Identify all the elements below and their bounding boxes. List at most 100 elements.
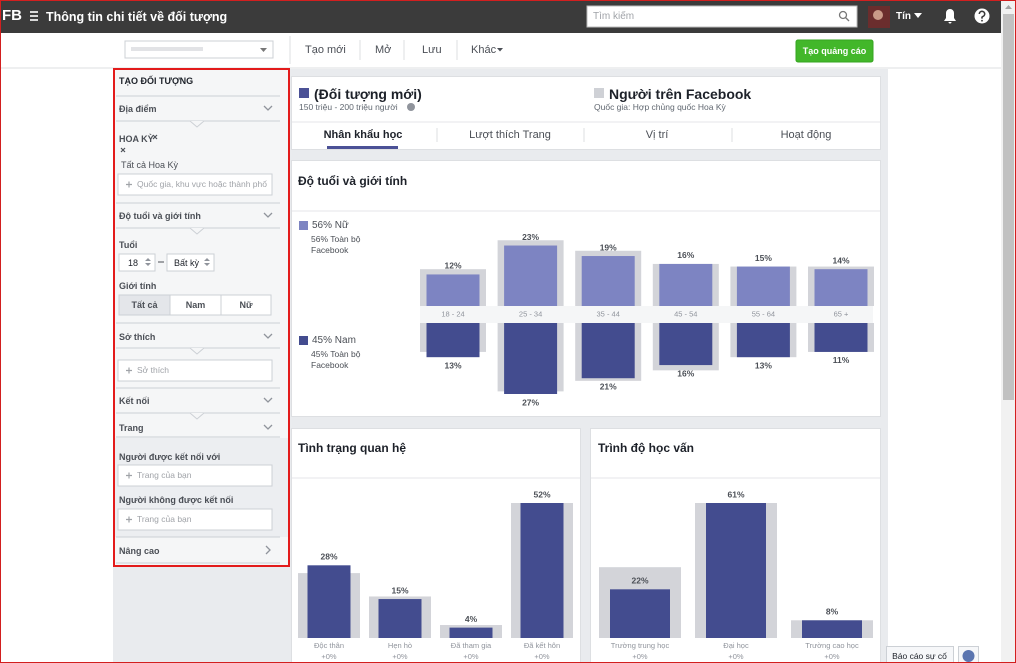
section-notches	[189, 120, 205, 420]
tab[interactable]: Nhân khẩu học	[323, 129, 403, 141]
gender-option[interactable]: Nữ	[239, 300, 253, 310]
connected-input[interactable]: Trang của bạn	[137, 471, 192, 480]
notification-icon[interactable]	[944, 9, 956, 24]
scroll-up[interactable]	[1005, 5, 1012, 9]
change-label: +0%	[534, 652, 550, 661]
help-icon[interactable]	[974, 8, 990, 24]
location-input[interactable]: Quốc gia, khu vực hoặc thành phố	[137, 180, 267, 189]
menu-item[interactable]: Khác	[471, 44, 497, 56]
x-tick-label: Hẹn hò	[388, 641, 412, 650]
value-label: 61%	[727, 489, 744, 499]
add-icons	[126, 181, 132, 523]
dropdown-caret	[260, 48, 267, 52]
bar	[610, 589, 670, 638]
compare-name: Người trên Facebook	[609, 86, 752, 102]
country: HOA KỲ	[119, 134, 154, 144]
bar	[581, 323, 635, 379]
not-connected-input[interactable]: Trang của bạn	[137, 515, 192, 524]
section-label[interactable]: Sở thích	[119, 332, 156, 342]
bar	[504, 245, 558, 306]
search-box[interactable]	[586, 5, 858, 28]
section-label[interactable]: Kết nối	[119, 396, 150, 406]
report-button[interactable]	[886, 646, 954, 663]
info-icon[interactable]	[407, 103, 415, 111]
select-arrows	[145, 258, 210, 266]
globe-icon	[962, 650, 975, 662]
bar	[426, 323, 480, 358]
gender-option[interactable]: Nam	[185, 300, 206, 310]
gender-option[interactable]: Tất cả	[131, 300, 158, 310]
menu-icon[interactable]	[30, 11, 38, 21]
scrollbar-thumb[interactable]	[1003, 14, 1014, 400]
remove-icons[interactable]	[120, 134, 158, 153]
x-tick-label: 55 - 64	[752, 309, 775, 318]
value-label: 23%	[522, 232, 539, 242]
bar	[307, 565, 351, 638]
user-caret[interactable]	[914, 13, 922, 18]
x-tick-label: Độc thân	[314, 641, 344, 650]
logo[interactable]: FB	[2, 7, 22, 24]
more-caret	[497, 48, 503, 52]
audience-name: (Đối tượng mới)	[314, 86, 422, 102]
search-placeholder[interactable]: Tìm kiếm	[593, 11, 635, 22]
charts: 13% 27% 21% 16% 13% 11% 12% 23% 19% 16% 15% 14% 18 -…	[298, 221, 874, 661]
bar	[802, 620, 862, 638]
create-ad-label[interactable]: Tạo quảng cáo	[802, 46, 867, 56]
bar	[504, 323, 558, 394]
value-label: 14%	[832, 255, 849, 265]
menu-item[interactable]: Tạo mới	[305, 44, 346, 56]
tab-dividers	[436, 128, 733, 142]
bar	[520, 503, 564, 638]
user-name[interactable]: Tín	[896, 11, 911, 22]
audience-header	[291, 76, 881, 150]
menu-item[interactable]: Lưu	[422, 44, 442, 56]
active-tab-underline	[327, 146, 398, 149]
chart-title: Độ tuổi và giới tính	[298, 174, 408, 188]
legend-entry: 45% Nam	[312, 335, 356, 346]
bar	[736, 266, 790, 306]
value-label: 52%	[533, 489, 550, 499]
audience-size: 150 triệu - 200 triệu người	[299, 102, 398, 112]
x-tick-label: 45 - 54	[674, 309, 697, 318]
x-tick-label: 18 - 24	[441, 309, 464, 318]
tab[interactable]: Vị trí	[645, 129, 669, 141]
tab[interactable]: Hoạt động	[780, 129, 832, 141]
avatar-face	[873, 10, 883, 20]
value-label: 16%	[677, 368, 694, 378]
interests-input[interactable]: Sở thích	[137, 366, 170, 375]
chart-title: Tình trạng quan hệ	[298, 441, 406, 455]
age-to[interactable]: Bất kỳ	[174, 258, 200, 268]
sidebar-title: TẠO ĐỐI TƯỢNG	[119, 76, 194, 86]
tab[interactable]: Lượt thích Trang	[469, 129, 551, 141]
age-from[interactable]: 18	[128, 258, 139, 268]
legend-entry: 56% Toàn bộ Facebook	[311, 234, 361, 256]
search-icon[interactable]	[838, 10, 850, 22]
section-label[interactable]: Trang	[119, 423, 144, 433]
section-label[interactable]: Nâng cao	[119, 546, 160, 556]
menu-item[interactable]: Mở	[375, 44, 392, 56]
change-label: +0%	[728, 652, 744, 661]
value-label: 22%	[631, 576, 648, 586]
blurred-text	[131, 47, 203, 51]
compare-swatch	[594, 88, 604, 98]
value-label: 28%	[320, 552, 337, 562]
value-label: 11%	[833, 355, 850, 365]
field-label: Người không được kết nối	[119, 495, 234, 505]
location-scope: Tất cả Hoa Kỳ	[121, 160, 179, 170]
section-label[interactable]: Địa điểm	[119, 104, 157, 114]
x-tick-label: Trường trung học	[611, 641, 670, 650]
report-label[interactable]: Báo cáo sự cố	[892, 651, 947, 661]
x-tick-label: 65 +	[834, 309, 849, 318]
inputs[interactable]	[117, 173, 273, 531]
help-dot	[981, 19, 983, 22]
bar	[706, 503, 766, 638]
section-label[interactable]: Độ tuổi và giới tính	[119, 211, 201, 221]
x-tick-label: Trường cao học	[805, 641, 859, 650]
create-ad-button[interactable]	[795, 39, 874, 63]
bar	[426, 274, 480, 306]
section-chevrons[interactable]	[263, 105, 273, 555]
value-label: 15%	[391, 585, 408, 595]
change-label: +0%	[632, 652, 648, 661]
